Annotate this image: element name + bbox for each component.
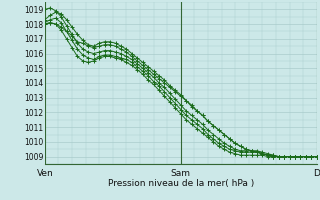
X-axis label: Pression niveau de la mer( hPa ): Pression niveau de la mer( hPa ) (108, 179, 254, 188)
